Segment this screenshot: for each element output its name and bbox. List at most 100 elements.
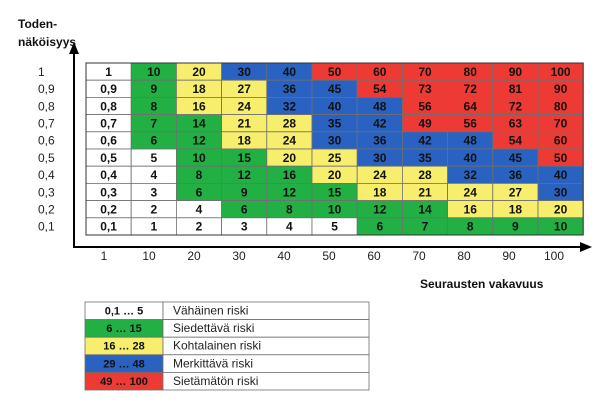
cell-value: 8 [467, 220, 474, 234]
cell-value: 6 [241, 203, 248, 217]
cell-value: 56 [418, 99, 432, 113]
cell-value: 30 [554, 185, 568, 199]
cell-value: 15 [328, 185, 342, 199]
cell-value: 9 [241, 185, 248, 199]
y-axis-title-line2: näköisyys [18, 35, 76, 49]
legend-label: Siedettävä riski [173, 321, 254, 335]
cell-value: 49 [418, 117, 432, 131]
cell-value: 50 [328, 65, 342, 79]
x-tick-label: 10 [142, 249, 156, 263]
y-tick-label: 0,2 [38, 203, 55, 217]
cell-value: 4 [150, 168, 157, 182]
matrix-border [85, 62, 584, 236]
cell-value: 7 [422, 220, 429, 234]
cell-value: 48 [464, 134, 478, 148]
cell-value: 72 [509, 99, 523, 113]
cell-value: 0,3 [100, 185, 117, 199]
x-tick-label: 80 [457, 249, 471, 263]
cell-value: 100 [551, 65, 571, 79]
cell-value: 16 [192, 99, 206, 113]
x-tick-label: 30 [232, 249, 246, 263]
cell-value: 18 [373, 185, 387, 199]
cell-value: 6 [196, 185, 203, 199]
cell-value: 73 [418, 82, 432, 96]
cell-value: 70 [554, 117, 568, 131]
cell-value: 1 [150, 220, 157, 234]
cell-value: 20 [283, 151, 297, 165]
cell-value: 5 [331, 220, 338, 234]
cell-value: 24 [238, 99, 252, 113]
cell-value: 0,4 [100, 168, 117, 182]
cell-value: 3 [241, 220, 248, 234]
x-axis-labels: 1 10 20 30 40 50 60 70 80 90 100 [101, 249, 565, 263]
cell-value: 81 [509, 82, 523, 96]
cell-value: 60 [554, 134, 568, 148]
cell-value: 0,7 [100, 117, 117, 131]
legend-label: Kohtalainen riski [173, 339, 261, 353]
cell-value: 28 [283, 117, 297, 131]
cell-value: 80 [464, 65, 478, 79]
cell-value: 42 [373, 117, 387, 131]
cell-value: 50 [554, 151, 568, 165]
cell-value: 4 [196, 203, 203, 217]
cell-value: 12 [373, 203, 387, 217]
cell-value: 30 [328, 134, 342, 148]
y-tick-label: 0,4 [38, 168, 55, 182]
x-tick-label: 90 [502, 249, 516, 263]
cell-value: 0,8 [100, 99, 117, 113]
cell-value: 25 [328, 151, 342, 165]
cell-value: 63 [509, 117, 523, 131]
x-tick-label: 40 [277, 249, 291, 263]
legend-range: 29 … 48 [103, 358, 145, 370]
cell-value: 45 [509, 151, 523, 165]
x-tick-label: 100 [544, 249, 564, 263]
cell-value: 80 [554, 99, 568, 113]
cell-value: 27 [238, 82, 252, 96]
cell-value: 0,6 [100, 134, 117, 148]
cell-value: 18 [238, 134, 252, 148]
y-tick-label: 0,9 [38, 82, 55, 96]
y-axis-labels: 1 0,9 0,8 0,7 0,6 0,5 0,4 0,3 0,2 0,1 [38, 65, 55, 234]
x-axis-title: Seurausten vakavuus [420, 277, 544, 291]
legend-range: 49 … 100 [100, 376, 148, 388]
cell-value: 40 [328, 99, 342, 113]
cell-value: 64 [464, 99, 478, 113]
cell-value: 9 [150, 82, 157, 96]
cell-value: 10 [147, 65, 161, 79]
cell-value: 27 [509, 185, 523, 199]
cell-value: 0,1 [100, 220, 117, 234]
cell-value: 24 [373, 168, 387, 182]
cell-value: 2 [196, 220, 203, 234]
y-tick-label: 1 [38, 65, 45, 79]
cell-value: 15 [238, 151, 252, 165]
cell-value: 12 [192, 134, 206, 148]
cell-value: 56 [464, 117, 478, 131]
cell-value: 9 [512, 220, 519, 234]
cell-value: 14 [418, 203, 432, 217]
cell-value: 0,9 [100, 82, 117, 96]
cell-value: 16 [464, 203, 478, 217]
x-tick-label: 60 [367, 249, 381, 263]
cell-value: 10 [192, 151, 206, 165]
legend-range: 6 … 15 [106, 323, 141, 335]
cell-value: 7 [150, 117, 157, 131]
x-axis-arrow [580, 242, 592, 252]
cell-value: 24 [283, 134, 297, 148]
cell-value: 21 [238, 117, 252, 131]
y-tick-label: 0,7 [38, 117, 55, 131]
cell-value: 32 [283, 99, 297, 113]
cell-value: 45 [328, 82, 342, 96]
cell-value: 40 [283, 65, 297, 79]
cell-value: 21 [418, 185, 432, 199]
risk-legend: 0,1 … 5 Vähäinen riski 6 … 15 Siedettävä ri… [84, 301, 370, 391]
cell-value: 8 [286, 203, 293, 217]
cell-value: 0,2 [100, 203, 117, 217]
cell-value: 35 [418, 151, 432, 165]
cell-value: 70 [418, 65, 432, 79]
cell-value: 30 [238, 65, 252, 79]
cell-value: 10 [328, 203, 342, 217]
cell-value: 28 [418, 168, 432, 182]
cell-value: 6 [150, 134, 157, 148]
x-tick-label: 50 [322, 249, 336, 263]
